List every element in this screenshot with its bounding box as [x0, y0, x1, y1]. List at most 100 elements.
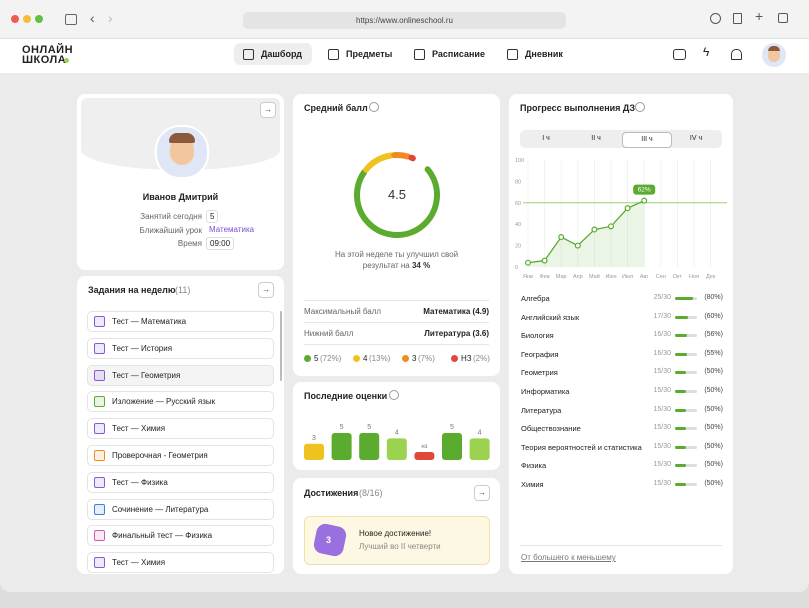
- grade-label: 5: [367, 424, 371, 431]
- scrollbar: [280, 311, 282, 381]
- logo[interactable]: ОНЛАЙН ШКОЛА: [22, 45, 73, 66]
- subject-bar-track: [675, 464, 697, 468]
- y-tick-label: 20: [515, 244, 521, 250]
- tasks-open-button[interactable]: →: [258, 282, 274, 298]
- task-label: Финальный тест — Физика: [112, 531, 213, 541]
- bell-icon[interactable]: [731, 49, 742, 60]
- point: [541, 257, 548, 264]
- task-label: Тест — Геометрия: [112, 370, 181, 380]
- max-dot[interactable]: [35, 15, 43, 23]
- back-icon[interactable]: ‹: [90, 10, 95, 26]
- subject-bar: [675, 464, 686, 468]
- task-item[interactable]: Тест — Физика: [87, 471, 274, 493]
- task-label: Тест — Физика: [112, 477, 168, 487]
- subject-bar-track: [675, 390, 697, 393]
- task-item[interactable]: Тест — Математика: [87, 311, 274, 332]
- avatar-small[interactable]: [762, 43, 786, 67]
- grade-bar: [304, 443, 324, 460]
- open-button[interactable]: →: [260, 102, 276, 118]
- legend-value: (72%): [320, 354, 342, 363]
- task-item[interactable]: Тест — Химия: [87, 418, 274, 440]
- achievements-open-button[interactable]: →: [474, 485, 490, 501]
- task-item[interactable]: Тест — Химия: [87, 552, 274, 574]
- nav-item[interactable]: Дашборд: [234, 43, 312, 65]
- row-label: Нижний балл: [304, 329, 354, 338]
- task-icon: [94, 316, 105, 327]
- subject-score: 15/30: [653, 387, 671, 394]
- subject-percent: (60%): [704, 312, 723, 320]
- task-item[interactable]: Изложение — Русский язык: [87, 391, 274, 413]
- x-tick-label: Авг: [640, 274, 649, 280]
- task-item[interactable]: Финальный тест — Физика: [87, 525, 274, 547]
- subject-name: Алгебра: [521, 294, 550, 303]
- value-label: 62%: [638, 187, 651, 194]
- close-dot[interactable]: [11, 15, 19, 23]
- subject-percent: (50%): [704, 480, 723, 487]
- tabs-icon[interactable]: [778, 13, 788, 23]
- task-label: Тест — Химия: [112, 558, 166, 568]
- nav-item[interactable]: Расписание: [405, 43, 491, 65]
- url-field[interactable]: https://www.onlineschool.ru: [243, 12, 566, 29]
- info-icon: [635, 102, 645, 112]
- achievement-subtitle: Лучший во II четверти: [359, 542, 441, 551]
- share-icon[interactable]: [733, 13, 742, 24]
- achievements-card: Достижения (8/16) → 3 Новое достижение! Лучши…: [293, 478, 500, 574]
- nav-item[interactable]: Предметы: [319, 43, 399, 65]
- task-icon: [94, 476, 105, 488]
- subject-bar: [675, 297, 693, 300]
- chat-icon[interactable]: [673, 49, 686, 60]
- subject-bar: [675, 427, 686, 431]
- flash-icon[interactable]: ϟ: [703, 45, 710, 59]
- info-icon: [389, 390, 399, 400]
- subject-percent: (50%): [704, 424, 723, 432]
- x-tick-label: Дек: [706, 274, 716, 280]
- task-item[interactable]: Проверочная - Геометрия: [87, 445, 274, 466]
- tabs: I ч II ч III ч IV ч: [520, 130, 722, 148]
- field-value: Математика: [209, 224, 255, 234]
- task-item[interactable]: Тест — Геометрия: [87, 364, 274, 386]
- achievement-item[interactable]: 3 Новое достижение! Лучший во II четверти: [304, 516, 490, 565]
- tab[interactable]: II ч: [572, 132, 620, 146]
- forward-icon[interactable]: ›: [108, 10, 113, 26]
- divider: [520, 545, 722, 546]
- sort-link[interactable]: От большего к меньшему: [521, 553, 616, 562]
- task-item[interactable]: Сочинение — Литература: [87, 498, 274, 520]
- subject-bar: [675, 371, 686, 375]
- app-header: ОНЛАЙН ШКОЛА Дашборд Предметы Расписание Дне…: [0, 39, 809, 73]
- tab[interactable]: I ч: [522, 132, 570, 146]
- progress-chart: 0 20 40 60 80 100 Янв Фев Мар Апр Май Июн Июл Авг Сен О…: [515, 158, 727, 280]
- donut-chart: 4.5: [354, 152, 440, 238]
- x-tick-label: Сен: [656, 274, 666, 280]
- profile-name: Иванов Дмитрий: [142, 192, 219, 202]
- subject-score: 15/30: [653, 424, 671, 432]
- grade-bar: [331, 433, 352, 460]
- browser-bar: ‹ › https://www.onlineschool.ru +: [0, 0, 809, 39]
- row-value: Математика (4.9): [423, 307, 489, 316]
- task-item[interactable]: Тест — История: [87, 337, 274, 359]
- download-icon[interactable]: [710, 13, 721, 24]
- grade-label: нз: [421, 444, 427, 450]
- task-icon: [94, 342, 105, 354]
- point: [607, 223, 614, 230]
- donut-segment: [354, 152, 440, 238]
- avatar-hair: [169, 133, 195, 143]
- task-label: Тест — Математика: [112, 317, 187, 326]
- tab[interactable]: IV ч: [672, 132, 720, 146]
- legend-value: (2%): [473, 354, 490, 363]
- task-icon: [94, 423, 105, 435]
- logo-bottom: ШКОЛА: [22, 54, 67, 66]
- subject-bar-track: [675, 315, 697, 319]
- row-value: Литература (3.6): [424, 329, 489, 338]
- legend-name: 4: [363, 354, 368, 363]
- new-tab-icon[interactable]: +: [755, 8, 764, 24]
- legend-name: 3: [412, 354, 417, 363]
- sidebar-icon[interactable]: [65, 14, 77, 25]
- min-dot[interactable]: [23, 15, 31, 23]
- progress-card: Прогресс выполнения ДЗ I ч II ч III ч IV ч 0 2…: [509, 94, 733, 574]
- divider: [304, 344, 489, 345]
- subject-name: Информатика: [521, 387, 570, 396]
- nav-item[interactable]: Дневник: [498, 43, 568, 65]
- x-tick-label: Июл: [622, 274, 633, 280]
- tab[interactable]: III ч: [622, 132, 672, 148]
